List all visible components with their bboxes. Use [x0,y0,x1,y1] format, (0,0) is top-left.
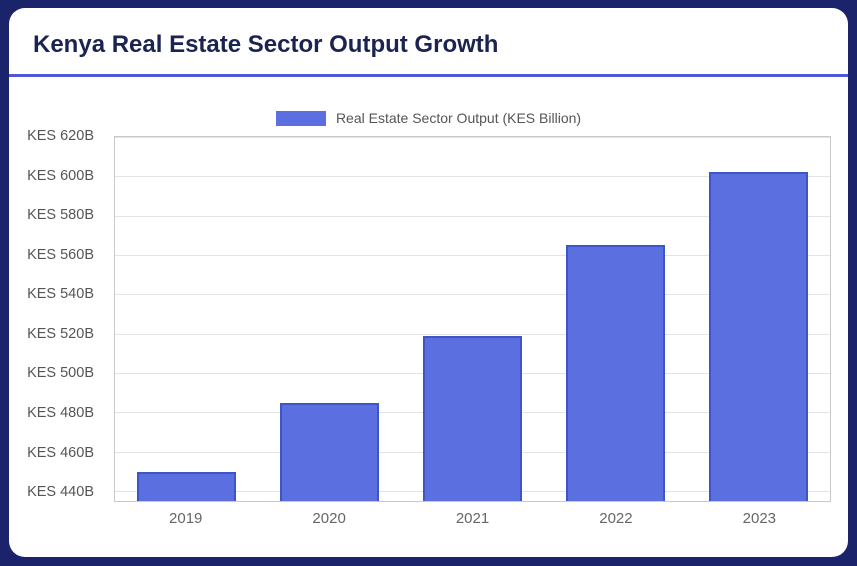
gridline [115,255,830,257]
x-tick-label: 2021 [455,510,490,527]
bar-2020 [280,402,379,501]
plot-area [114,136,831,502]
x-tick-label: 2023 [742,510,777,527]
y-tick-label: KES 540B [27,286,94,303]
y-tick-label: KES 560B [27,246,94,263]
bar-2021 [423,335,522,501]
y-tick-label: KES 440B [27,484,94,501]
bar-2019 [137,471,236,501]
gridline [115,176,830,178]
page-title: Kenya Real Estate Sector Output Growth [33,31,499,58]
bar-slot [115,137,258,501]
gridline [115,215,830,217]
bar-slot [544,137,687,501]
bars-container [115,137,830,501]
chart-card: Kenya Real Estate Sector Output Growth R… [9,8,848,557]
chart-legend[interactable]: Real Estate Sector Output (KES Billion) [9,109,848,127]
legend-label: Real Estate Sector Output (KES Billion) [335,110,582,126]
gridline [115,333,830,335]
bar-slot [258,137,401,501]
x-tick-label: 2020 [312,510,346,527]
gridline [115,137,830,138]
y-tick-label: KES 620B [27,128,94,144]
bar-chart: KES 440B KES 460B KES 480B KES 500B KES 520B… [27,128,831,527]
y-tick-label: KES 460B [27,444,94,461]
x-axis-labels: 2019 2020 2021 2022 2023 [114,510,831,527]
x-tick-label: 2022 [599,510,633,527]
bar-slot [401,137,544,501]
bar-2022 [566,245,665,501]
y-tick-label: KES 580B [27,207,94,224]
y-tick-label: KES 520B [27,325,94,342]
y-tick-label: KES 480B [27,404,94,421]
gridline [115,294,830,296]
y-tick-label: KES 600B [27,167,94,184]
title-divider [9,74,848,77]
bar-2023 [709,172,808,501]
legend-swatch [275,110,326,126]
bar-slot [687,137,830,501]
y-tick-label: KES 500B [27,365,94,382]
x-tick-label: 2019 [169,510,203,527]
y-axis-labels: KES 440B KES 460B KES 480B KES 500B KES 520B… [9,128,104,502]
